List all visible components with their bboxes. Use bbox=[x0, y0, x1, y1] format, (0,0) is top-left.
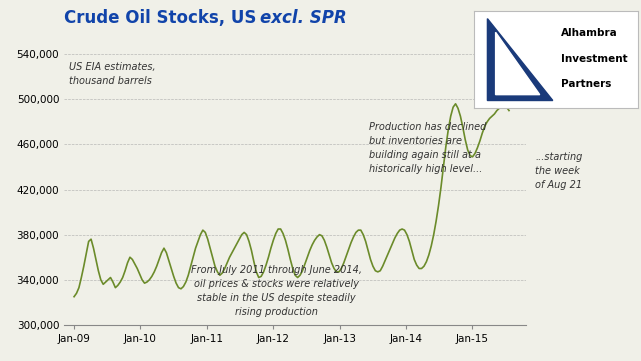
Text: From July 2011 through June 2014,
oil prices & stocks were relatively
stable in : From July 2011 through June 2014, oil pr… bbox=[191, 265, 362, 317]
Text: Partners: Partners bbox=[561, 79, 612, 89]
Text: Crude Oil Stocks, US: Crude Oil Stocks, US bbox=[64, 9, 262, 27]
Polygon shape bbox=[495, 32, 540, 95]
Text: Investment: Investment bbox=[561, 54, 628, 64]
Polygon shape bbox=[487, 19, 553, 100]
Text: Production has declined
but inventories are
building again still at a
historical: Production has declined but inventories … bbox=[369, 122, 486, 174]
Text: ...starting
the week
of Aug 21: ...starting the week of Aug 21 bbox=[535, 152, 583, 190]
Text: excl. SPR: excl. SPR bbox=[260, 9, 346, 27]
Text: Alhambra: Alhambra bbox=[561, 29, 618, 38]
Text: US EIA estimates,
thousand barrels: US EIA estimates, thousand barrels bbox=[69, 62, 155, 86]
